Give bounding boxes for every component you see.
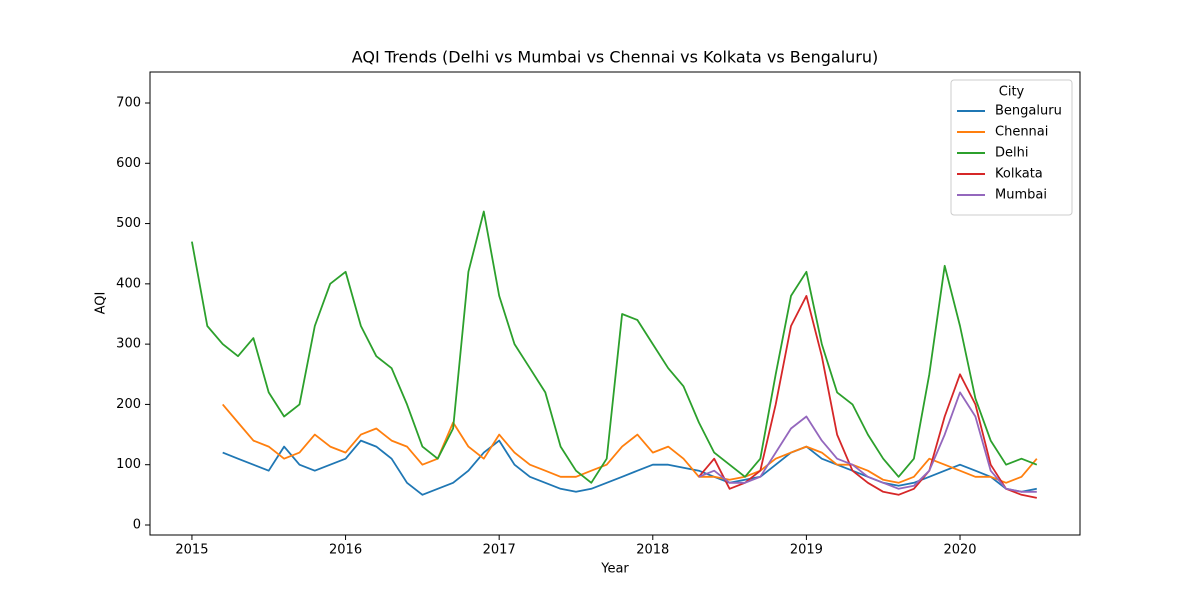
x-tick-label: 2017 <box>483 543 516 558</box>
plot-frame <box>149 71 1081 536</box>
legend-label: Chennai <box>995 125 1048 140</box>
y-tick-label: 100 <box>116 457 141 472</box>
y-tick-label: 500 <box>116 216 141 231</box>
x-tick-label: 2020 <box>943 543 976 558</box>
legend-label: Delhi <box>995 146 1028 161</box>
x-tick-label: 2016 <box>329 543 362 558</box>
y-tick-label: 300 <box>116 337 141 352</box>
y-tick-label: 400 <box>116 276 141 291</box>
legend: City Bengaluru Chennai Delhi Kolkata Mumbai <box>950 79 1073 216</box>
y-axis-label: AQI <box>94 292 109 315</box>
legend-label: Kolkata <box>995 167 1043 182</box>
y-tick-label: 0 <box>133 517 141 532</box>
legend-box <box>950 79 1073 216</box>
x-axis-label: Year <box>600 562 629 577</box>
series-line <box>698 295 1037 499</box>
chart-title: AQI Trends (Delhi vs Mumbai vs Chennai v… <box>352 48 879 67</box>
y-tick-label: 700 <box>116 95 141 110</box>
series-line <box>191 210 1038 484</box>
y-tick-label: 200 <box>116 397 141 412</box>
legend-label: Mumbai <box>995 188 1047 203</box>
legend-label: Bengaluru <box>995 104 1062 119</box>
x-tick-label: 2018 <box>636 543 669 558</box>
legend-title: City <box>999 85 1025 100</box>
x-tick-label: 2019 <box>790 543 823 558</box>
series-line <box>222 439 1037 496</box>
series-line <box>698 391 1037 493</box>
x-tick-label: 2015 <box>175 543 208 558</box>
y-tick-label: 600 <box>116 156 141 171</box>
series-line <box>222 403 1038 484</box>
